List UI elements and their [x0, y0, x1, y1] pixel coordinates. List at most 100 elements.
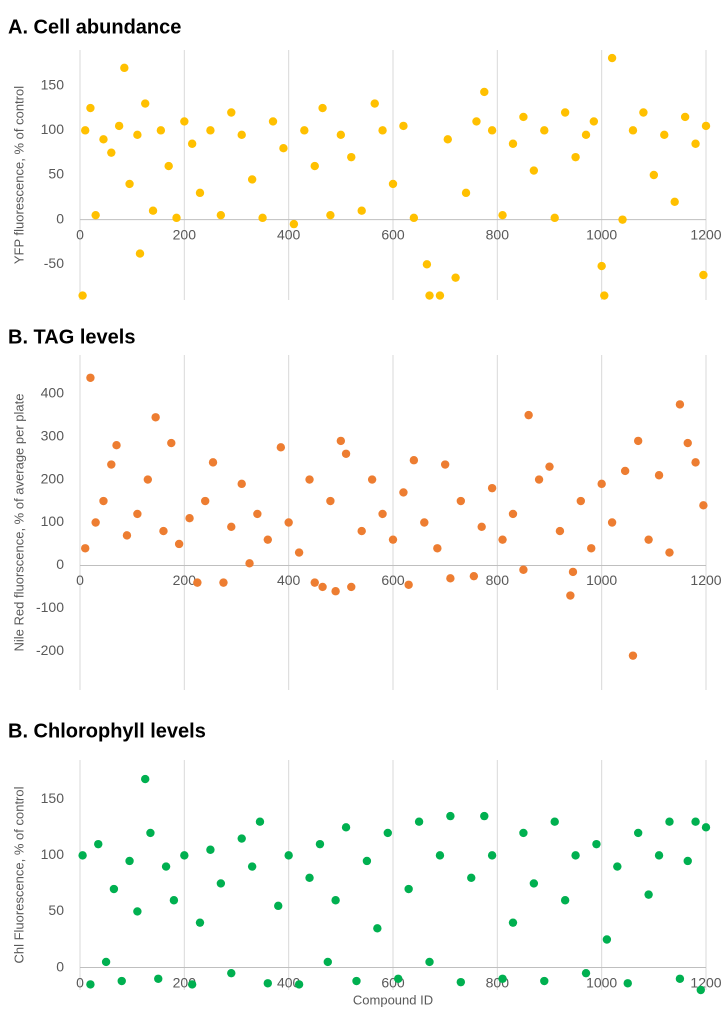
point: [161, 862, 171, 871]
point: [649, 170, 659, 180]
point: [691, 817, 700, 826]
point: [378, 509, 387, 519]
point: [133, 130, 142, 140]
y-tick-label: 150: [41, 76, 65, 92]
point: [294, 980, 304, 989]
point: [425, 957, 434, 967]
point: [237, 834, 246, 843]
point: [122, 531, 132, 540]
point: [159, 526, 168, 536]
x-tick-label: 0: [76, 572, 84, 588]
point: [289, 219, 299, 229]
point: [409, 456, 419, 465]
point: [701, 823, 711, 832]
point: [534, 475, 544, 484]
point: [675, 400, 685, 409]
point: [451, 273, 460, 282]
point: [399, 488, 408, 497]
point: [701, 121, 711, 131]
point: [665, 548, 674, 557]
point: [258, 213, 267, 223]
point: [370, 99, 379, 108]
point: [508, 139, 518, 148]
point: [404, 580, 413, 589]
point: [378, 126, 387, 135]
x-tick-label: 0: [76, 974, 84, 990]
point: [560, 108, 570, 117]
y-axis-label: Chl Fluorescence, % of control: [11, 786, 26, 963]
point: [133, 907, 142, 916]
x-tick-label: 800: [486, 226, 510, 242]
chart-title: B. Chlorophyll levels: [8, 720, 206, 742]
point: [683, 856, 692, 866]
y-tick-label: 0: [56, 958, 64, 974]
point: [193, 578, 202, 587]
point: [587, 544, 596, 553]
point: [545, 462, 554, 471]
point: [362, 856, 372, 866]
point: [435, 291, 445, 300]
x-tick-label: 800: [486, 572, 510, 588]
x-tick-label: 400: [277, 226, 301, 242]
point: [172, 213, 181, 223]
point: [670, 197, 679, 206]
point: [414, 817, 424, 826]
y-tick-label: 0: [56, 556, 64, 572]
point: [581, 130, 591, 140]
point: [607, 518, 617, 527]
point: [456, 977, 466, 987]
y-tick-label: 50: [48, 166, 64, 182]
point: [310, 161, 319, 171]
point: [555, 526, 565, 536]
point: [237, 479, 246, 489]
point: [461, 188, 471, 198]
point: [326, 496, 335, 506]
point: [560, 896, 570, 905]
point: [109, 884, 119, 894]
point: [571, 851, 580, 860]
chart-title: A. Cell abundance: [8, 16, 181, 38]
y-tick-label: 300: [41, 427, 65, 443]
point: [680, 112, 690, 122]
point: [597, 479, 606, 489]
point: [446, 574, 455, 583]
point: [422, 260, 432, 269]
point: [613, 862, 622, 871]
y-tick-label: 50: [48, 902, 64, 918]
point: [99, 135, 108, 144]
point: [91, 518, 100, 527]
point: [691, 458, 700, 467]
x-tick-label: 1200: [690, 572, 721, 588]
point: [263, 979, 272, 988]
point: [227, 522, 236, 531]
point: [227, 968, 236, 978]
point: [644, 535, 653, 544]
y-tick-label: 100: [41, 846, 65, 862]
point: [201, 496, 210, 506]
x-tick-label: 1000: [586, 572, 617, 588]
point: [284, 518, 293, 527]
y-tick-label: 150: [41, 790, 65, 806]
point: [373, 924, 382, 933]
point: [135, 249, 145, 258]
point: [581, 968, 591, 978]
x-tick-label: 400: [277, 572, 301, 588]
point: [618, 215, 627, 224]
point: [146, 828, 155, 838]
point: [524, 410, 533, 420]
x-tick-label: 600: [381, 572, 405, 588]
point: [180, 851, 189, 860]
point: [620, 466, 630, 476]
x-tick-label: 1200: [690, 226, 721, 242]
point: [141, 99, 150, 108]
point: [699, 270, 708, 280]
point: [81, 544, 90, 553]
point: [86, 103, 95, 113]
point: [187, 980, 197, 989]
point: [300, 126, 309, 135]
point: [107, 148, 116, 157]
point: [143, 475, 153, 484]
point: [81, 126, 90, 135]
y-tick-label: 0: [56, 210, 64, 226]
point: [276, 443, 286, 452]
